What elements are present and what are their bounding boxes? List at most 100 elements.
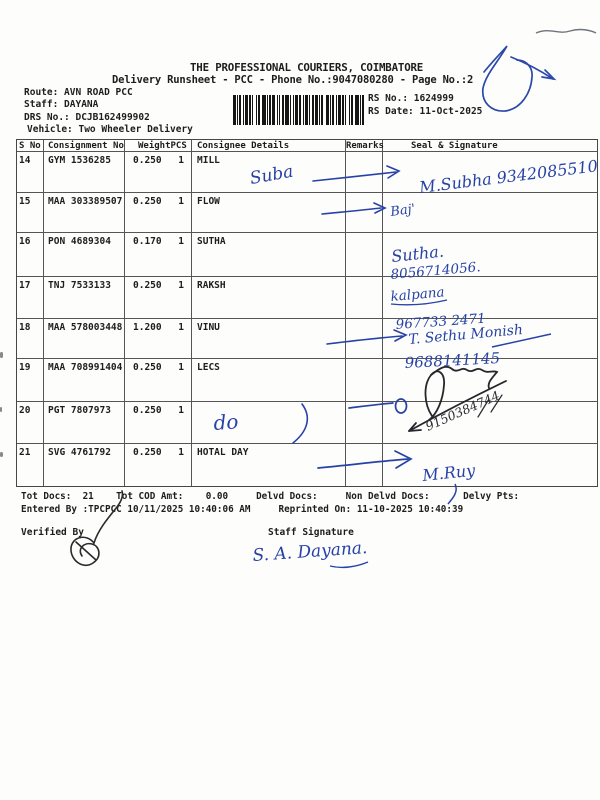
table-row-cell: PGT 7807973 bbox=[44, 402, 125, 444]
barcode-bar bbox=[326, 95, 329, 125]
col-header-consignee: Consignee Details bbox=[192, 140, 346, 152]
table-row-cell-seal bbox=[383, 152, 597, 193]
barcode-bar bbox=[303, 95, 304, 125]
table-row-cell-seal bbox=[383, 402, 597, 444]
scan-speck bbox=[0, 452, 3, 457]
staff-signature-handwriting: S. A. Dayana. bbox=[252, 538, 368, 566]
table-row-cell-seal bbox=[383, 319, 597, 359]
scan-speck bbox=[0, 407, 2, 412]
table-row-cell: 18 bbox=[17, 319, 44, 359]
barcode-bar bbox=[277, 95, 278, 125]
table-row-cell: PON 4689304 bbox=[44, 233, 125, 277]
weight-value: 0.250 bbox=[133, 405, 162, 416]
barcode-bar bbox=[233, 95, 236, 125]
col-header-weight: Weight bbox=[138, 141, 171, 151]
barcode-bar bbox=[364, 95, 365, 125]
topright-pen-scribble bbox=[481, 45, 557, 112]
table-row-cell: 0.250 1 bbox=[125, 277, 192, 319]
barcode-bar bbox=[279, 95, 280, 125]
barcode-bar bbox=[305, 95, 308, 125]
table-row-cell: MAA 578003448 bbox=[44, 319, 125, 359]
table-row-cell bbox=[346, 444, 383, 486]
barcode-bar bbox=[262, 95, 266, 125]
table-row-cell: MAA 303389507 bbox=[44, 193, 125, 233]
barcode-bar bbox=[245, 95, 248, 125]
table-row-cell-seal bbox=[383, 193, 597, 233]
table-row-cell: RAKSH bbox=[192, 277, 346, 319]
table-row-cell: VINU bbox=[192, 319, 346, 359]
barcode-bar bbox=[319, 95, 320, 125]
table-row-cell: 14 bbox=[17, 152, 44, 193]
table-row-cell-seal bbox=[383, 233, 597, 277]
delivery-table: S No Consignment No Weight PCS Consignee … bbox=[16, 139, 598, 487]
table-row-cell: LECS bbox=[192, 359, 346, 402]
barcode-bar bbox=[355, 95, 359, 125]
barcode-bar bbox=[290, 95, 291, 125]
entered-line: Entered By :TPCPCC 10/11/2025 10:40:06 A… bbox=[21, 504, 464, 515]
barcode-bar bbox=[312, 95, 314, 125]
verified-by-label: Verified By bbox=[21, 527, 84, 538]
table-row-cell: 20 bbox=[17, 402, 44, 444]
staff-signature-underline bbox=[329, 561, 369, 569]
col-header-seal: Seal & Signature bbox=[383, 140, 597, 152]
table-row-cell: FLOW bbox=[192, 193, 346, 233]
table-row-cell: GYM 1536285 bbox=[44, 152, 125, 193]
weight-value: 0.170 bbox=[133, 236, 162, 247]
pcs-value: 1 bbox=[178, 236, 184, 247]
barcode-bar bbox=[269, 95, 271, 125]
rs-no-line: RS No.: 1624999 bbox=[368, 93, 454, 104]
scan-speck bbox=[0, 352, 3, 358]
table-row-cell bbox=[346, 319, 383, 359]
barcode-bar bbox=[336, 95, 337, 125]
col-header-sno: S No bbox=[17, 140, 44, 152]
table-row-cell bbox=[192, 402, 346, 444]
vehicle-line: Vehicle: Two Wheeler Delivery bbox=[27, 124, 193, 135]
barcode-bar bbox=[309, 95, 310, 125]
barcode-bar bbox=[293, 95, 294, 125]
barcode-bar bbox=[285, 95, 289, 125]
barcode-bar bbox=[332, 95, 334, 125]
table-row-cell bbox=[346, 402, 383, 444]
weight-value: 0.250 bbox=[133, 196, 162, 207]
runsheet-subtitle: Delivery Runsheet - PCC - Phone No.:9047… bbox=[112, 74, 474, 86]
table-row-cell: HOTAL DAY bbox=[192, 444, 346, 486]
table-row-cell: TNJ 7533133 bbox=[44, 277, 125, 319]
table-row-cell bbox=[346, 193, 383, 233]
table-row-cell: MILL bbox=[192, 152, 346, 193]
table-row-cell-seal bbox=[383, 359, 597, 402]
pcs-value: 1 bbox=[178, 155, 184, 166]
table-row-cell-seal bbox=[383, 444, 597, 486]
col-header-weight-pcs: Weight PCS bbox=[125, 140, 192, 152]
company-title: THE PROFESSIONAL COURIERS, COIMBATORE bbox=[190, 61, 424, 74]
staff-signature-label: Staff Signature bbox=[268, 527, 354, 538]
weight-value: 0.250 bbox=[133, 155, 162, 166]
table-row-cell: 21 bbox=[17, 444, 44, 486]
barcode-bar bbox=[342, 95, 344, 125]
col-header-remarks: Remarks bbox=[346, 140, 384, 152]
barcode-bar bbox=[295, 95, 298, 125]
pcs-value: 1 bbox=[178, 447, 184, 458]
table-row-cell bbox=[346, 233, 383, 277]
table-row-cell: 0.250 1 bbox=[125, 193, 192, 233]
route-line: Route: AVN ROAD PCC bbox=[24, 87, 133, 98]
drs-line: DRS No.: DCJB162499902 bbox=[24, 112, 150, 123]
runsheet-barcode bbox=[233, 95, 365, 125]
barcode-bar bbox=[267, 95, 268, 125]
barcode-bar bbox=[249, 95, 251, 125]
rs-date-line: RS Date: 11-Oct-2025 bbox=[368, 106, 483, 117]
table-row-cell: SUTHA bbox=[192, 233, 346, 277]
table-row-cell bbox=[346, 152, 383, 193]
barcode-bar bbox=[299, 95, 301, 125]
table-row-cell: 17 bbox=[17, 277, 44, 319]
barcode-bar bbox=[321, 95, 323, 125]
table-row-cell: MAA 708991404 bbox=[44, 359, 125, 402]
pencil-squiggle bbox=[535, 28, 597, 34]
barcode-bar bbox=[315, 95, 318, 125]
table-row-cell: 15 bbox=[17, 193, 44, 233]
barcode-bar bbox=[360, 95, 361, 125]
barcode-bar bbox=[345, 95, 346, 125]
barcode-bar bbox=[272, 95, 275, 125]
pcs-value: 1 bbox=[178, 362, 184, 373]
table-row-cell: 16 bbox=[17, 233, 44, 277]
